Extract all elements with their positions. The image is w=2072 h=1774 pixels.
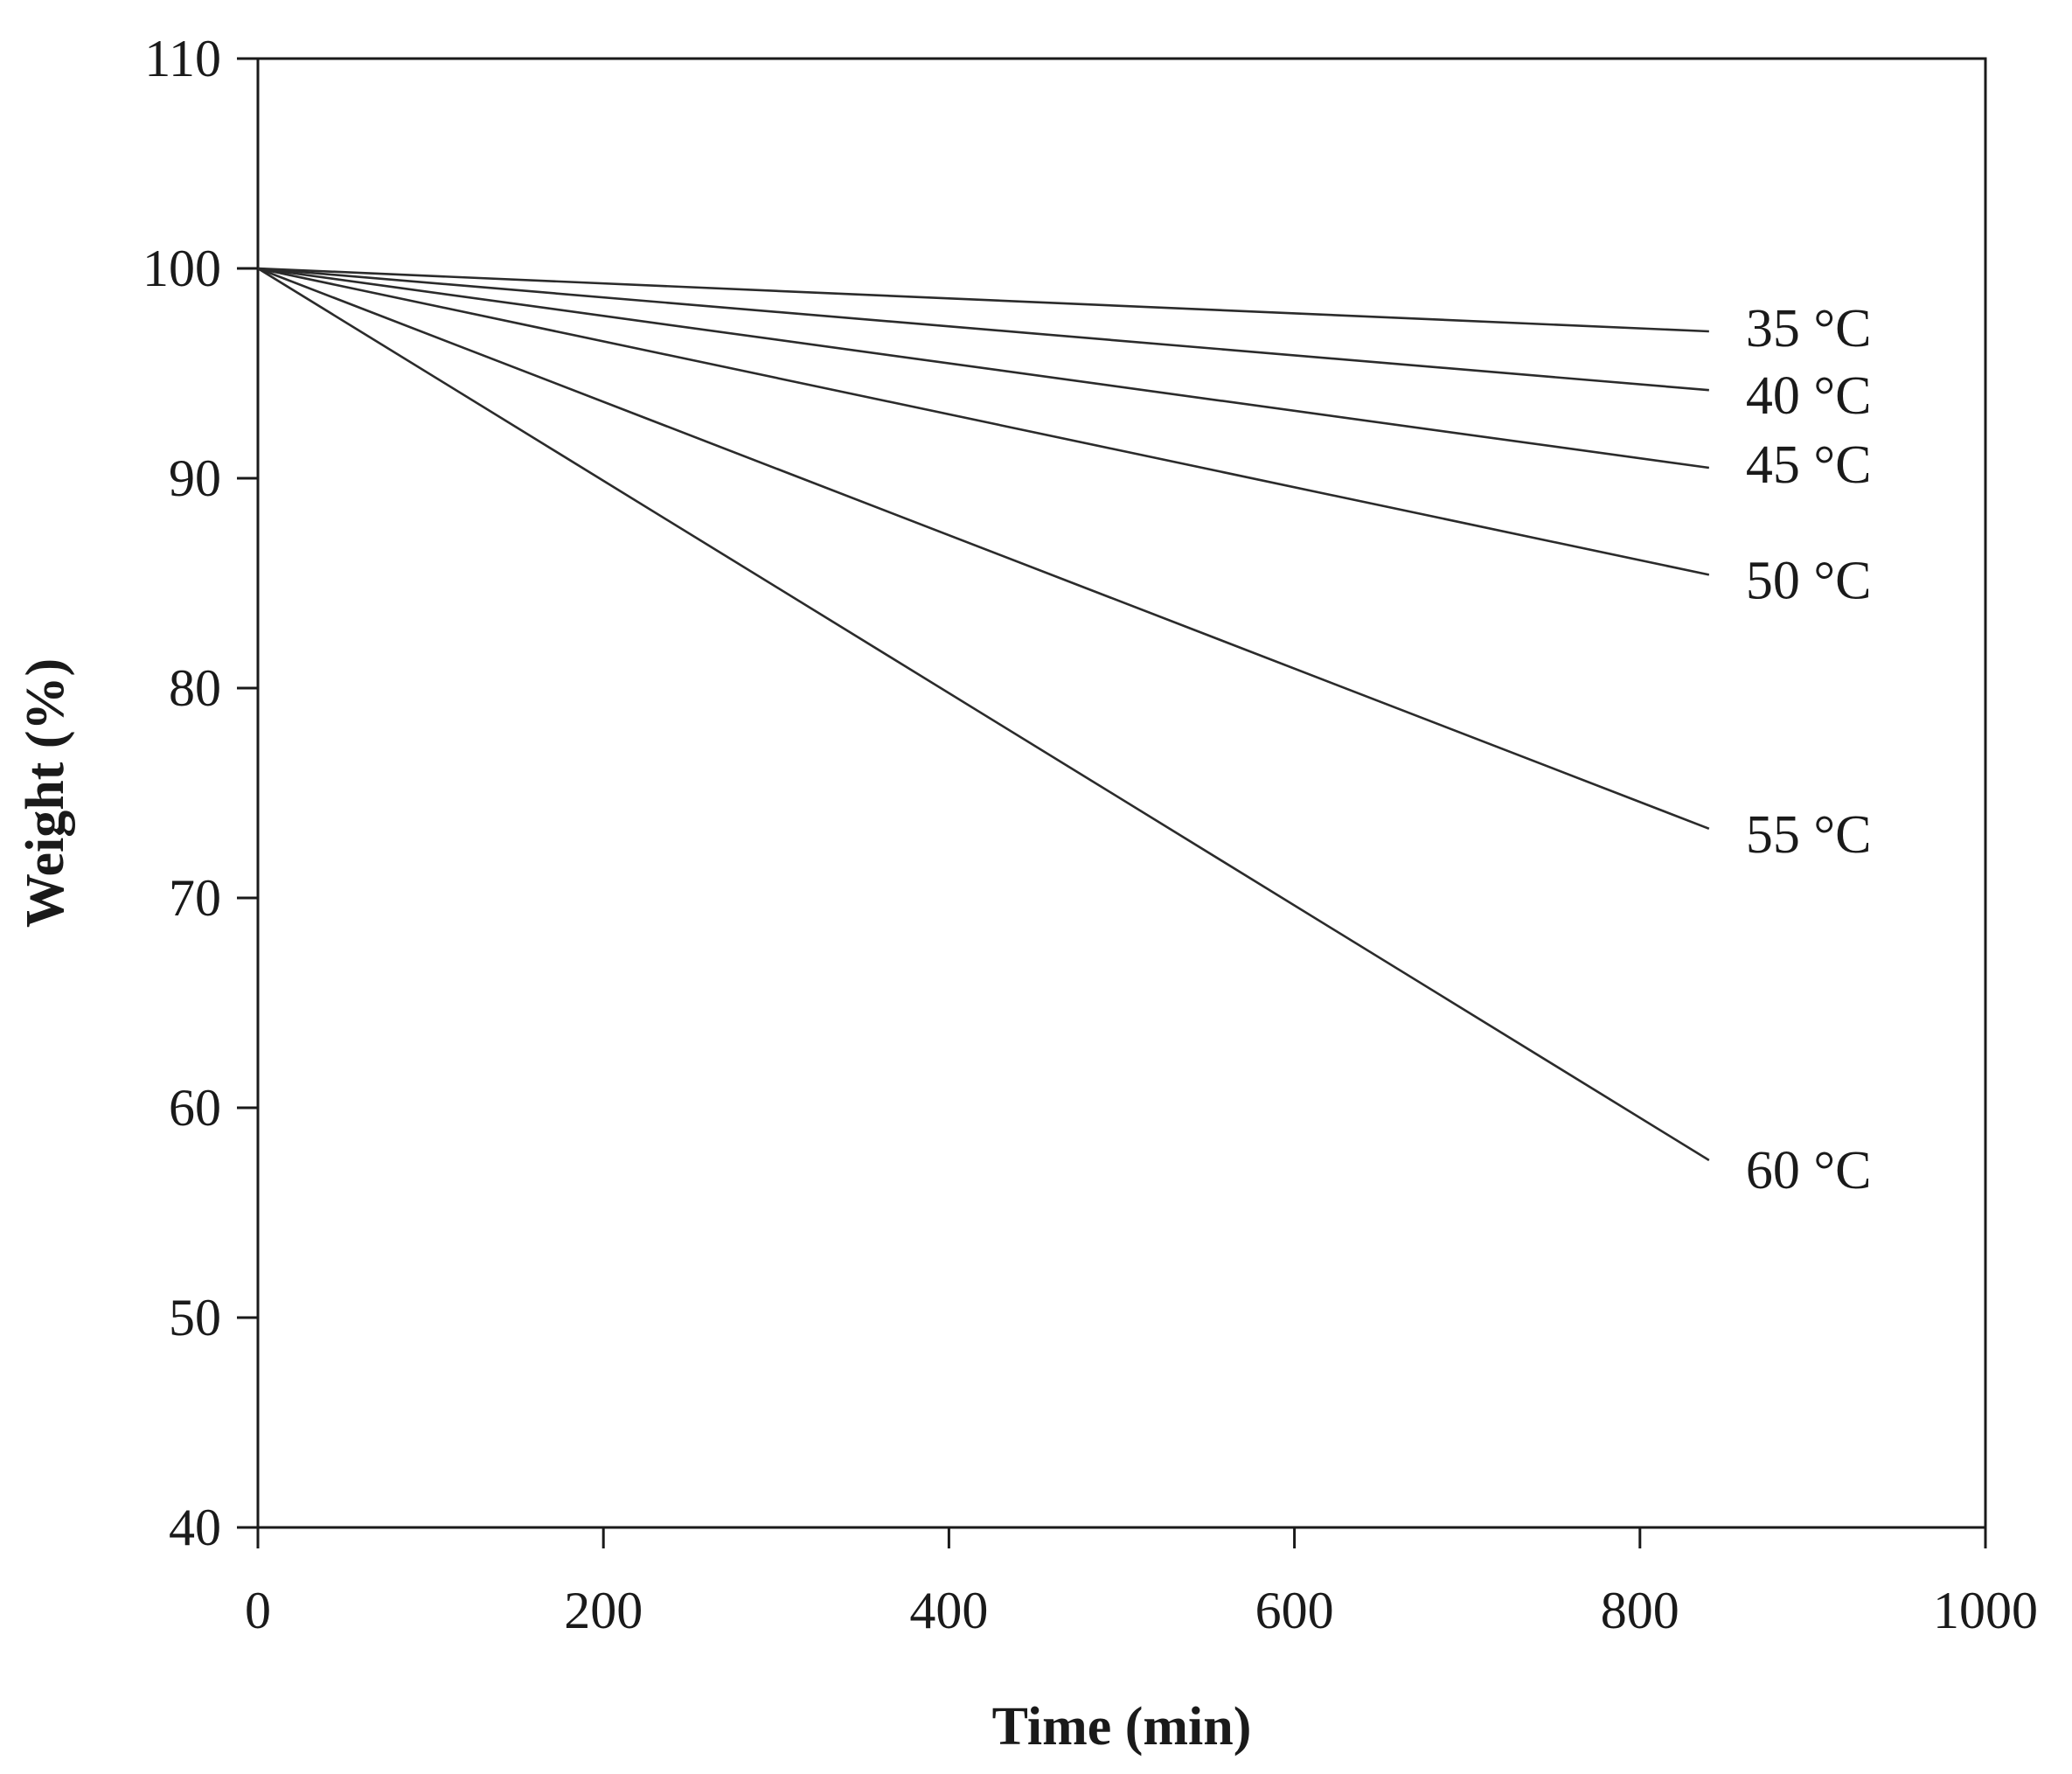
series-lines [257,267,1710,1162]
series-label: 40 °C [1746,366,1872,426]
series-label: 55 °C [1746,805,1872,865]
y-tick-label: 40 [169,1499,221,1556]
y-tick-label: 50 [169,1289,221,1346]
y-axis-ticks: 40 50 60 70 80 90 100 110 [143,30,258,1556]
series-line [257,267,1709,392]
series-line [257,267,1710,831]
x-tick-label: 200 [564,1582,643,1639]
y-tick-label: 110 [144,30,221,87]
x-tick-label: 600 [1255,1582,1334,1639]
series-label: 60 °C [1746,1141,1872,1200]
series-line [257,267,1710,470]
x-axis-ticks: 0 200 400 600 800 1000 [245,1527,2038,1639]
plot-frame [256,57,1987,1529]
y-tick-label: 80 [169,659,221,717]
y-tick-label: 60 [169,1079,221,1137]
series-labels: 35 °C 40 °C 45 °C 50 °C 55 °C 60 °C [1746,299,1872,1200]
y-tick-label: 90 [169,449,221,507]
series-label: 50 °C [1746,551,1872,610]
series-line [257,267,1710,1162]
y-tick-label: 70 [169,869,221,927]
x-axis-title: Time (min) [992,1697,1252,1757]
x-tick-label: 1000 [1933,1582,2038,1639]
x-tick-label: 400 [909,1582,988,1639]
series-label: 35 °C [1746,299,1872,358]
x-tick-label: 800 [1601,1582,1679,1639]
series-line [257,267,1710,576]
y-tick-label: 100 [143,240,221,297]
series-label: 45 °C [1746,435,1872,495]
y-axis-title: Weight (%) [16,658,75,928]
x-tick-label: 0 [245,1582,271,1639]
series-line [257,267,1709,333]
